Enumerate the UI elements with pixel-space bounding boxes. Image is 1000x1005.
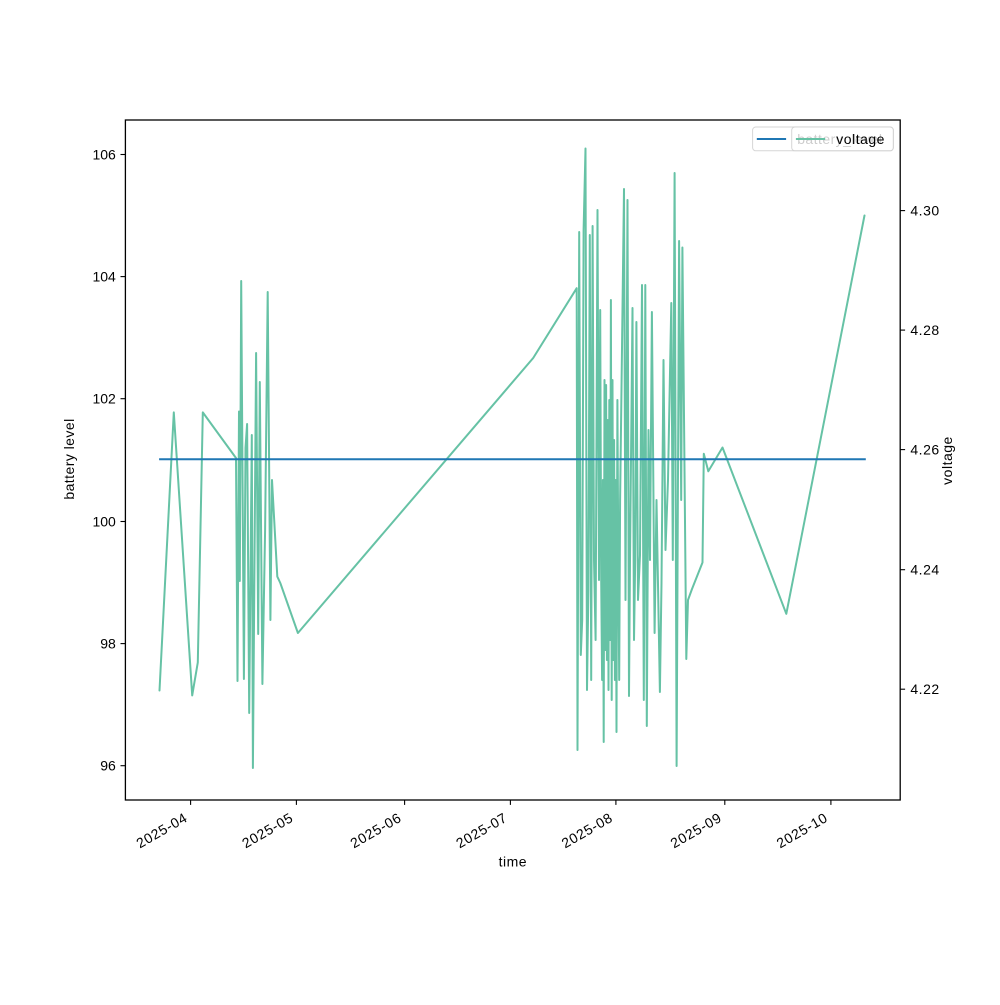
svg-text:voltage: voltage: [939, 436, 955, 485]
svg-text:104: 104: [92, 268, 116, 284]
svg-text:106: 106: [92, 146, 116, 162]
svg-text:battery level: battery level: [61, 418, 77, 499]
svg-text:4.26: 4.26: [910, 441, 939, 457]
svg-text:98: 98: [100, 635, 116, 651]
svg-text:4.30: 4.30: [910, 202, 939, 218]
svg-text:102: 102: [92, 391, 116, 407]
svg-text:4.24: 4.24: [910, 562, 939, 578]
svg-text:time: time: [499, 854, 527, 870]
svg-text:4.22: 4.22: [910, 681, 939, 697]
svg-text:96: 96: [100, 758, 116, 774]
svg-text:100: 100: [92, 513, 116, 529]
svg-text:4.28: 4.28: [910, 322, 939, 338]
svg-text:voltage: voltage: [836, 131, 885, 147]
